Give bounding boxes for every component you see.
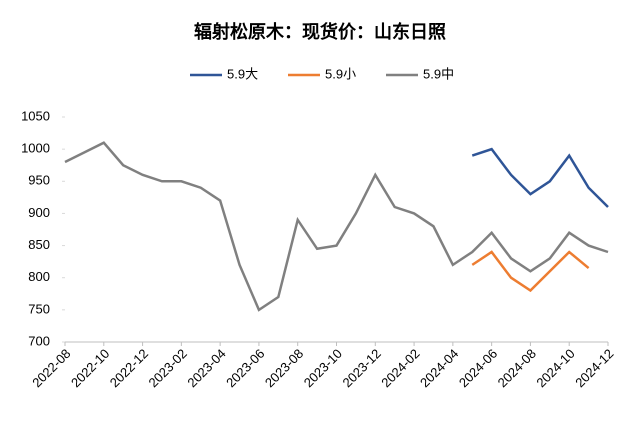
x-tick-label: 2023-08	[262, 346, 306, 390]
y-tick-label: 850	[28, 237, 50, 252]
x-tick-label: 2023-06	[223, 346, 267, 390]
x-tick-label: 2023-10	[301, 346, 345, 390]
x-tick-label: 2022-12	[107, 346, 151, 390]
x-tick-label: 2024-06	[456, 346, 500, 390]
y-tick-label: 950	[28, 173, 50, 188]
x-tick-label: 2024-10	[533, 346, 577, 390]
x-tick-label: 2023-04	[184, 346, 228, 390]
x-tick-label: 2023-12	[339, 346, 383, 390]
x-tick-label: 2022-10	[68, 346, 112, 390]
series-line	[64, 141, 609, 312]
x-tick-label: 2024-02	[378, 346, 422, 390]
series-line	[471, 147, 609, 208]
y-tick-label: 800	[28, 269, 50, 284]
legend-label: 5.9中	[423, 66, 454, 81]
y-tick-label: 750	[28, 301, 50, 316]
y-tick-label: 1050	[21, 108, 50, 123]
y-tick-label: 1000	[21, 141, 50, 156]
x-tick-label: 2023-02	[146, 346, 190, 390]
legend-label: 5.9小	[325, 66, 356, 81]
x-tick-label: 2024-04	[417, 346, 461, 390]
x-tick-label: 2022-08	[29, 346, 73, 390]
x-tick-label: 2024-12	[572, 346, 616, 390]
x-tick-label: 2024-08	[495, 346, 539, 390]
series-line	[471, 250, 590, 293]
legend-label: 5.9大	[227, 66, 258, 81]
y-tick-label: 900	[28, 205, 50, 220]
chart-title: 辐射松原木：现货价：山东日照	[194, 21, 446, 42]
y-tick-label: 700	[28, 333, 50, 348]
